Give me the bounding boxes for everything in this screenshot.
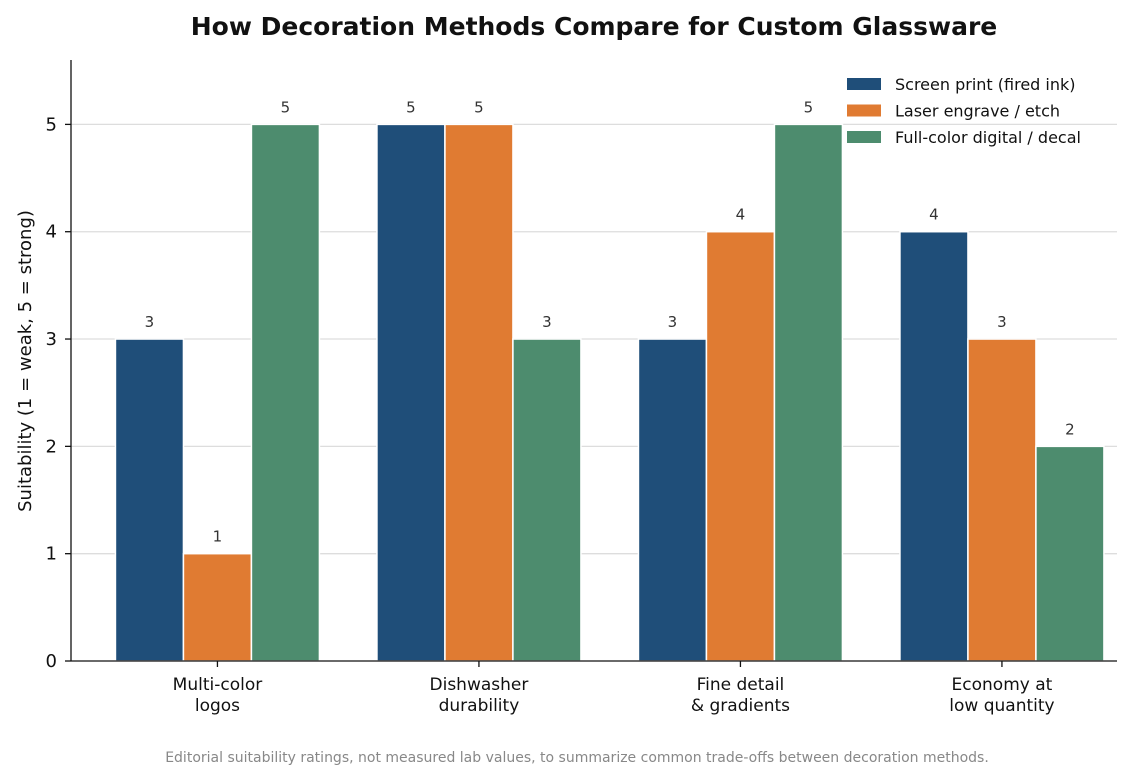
y-tick-label: 2 — [46, 436, 57, 457]
x-tick-label: Economy at low quantity — [949, 675, 1054, 716]
footnote: Editorial suitability ratings, not measu… — [165, 750, 989, 766]
bar — [512, 338, 582, 662]
data-label: 5 — [281, 98, 291, 116]
legend-label: Laser engrave / etch — [895, 102, 1060, 121]
y-tick-label: 0 — [46, 651, 57, 672]
data-label: 5 — [474, 98, 484, 116]
bar — [376, 123, 446, 662]
y-axis-label: Suitability (1 = weak, 5 = strong) — [15, 210, 36, 512]
y-axis-ticks: 0 1 2 3 4 5 — [46, 114, 71, 672]
legend-swatch — [847, 104, 881, 117]
bars — [114, 123, 1105, 662]
data-label: 3 — [668, 313, 678, 331]
y-tick-label: 5 — [46, 114, 57, 135]
y-tick-label: 1 — [46, 544, 57, 565]
data-label: 1 — [213, 528, 223, 546]
data-label: 5 — [406, 98, 416, 116]
x-tick-label: Multi-color logos — [173, 675, 263, 716]
bar — [250, 123, 321, 662]
y-tick-label: 4 — [46, 222, 57, 243]
chart-title: How Decoration Methods Compare for Custo… — [191, 12, 998, 41]
data-label: 2 — [1065, 420, 1075, 438]
bar — [899, 230, 969, 662]
bar — [773, 123, 844, 662]
x-tick-label: Fine detail & gradients — [691, 675, 790, 716]
x-axis-ticks: Multi-color logos Dishwasher durability Fine… — [173, 661, 1055, 716]
data-label: 4 — [736, 206, 746, 224]
bar — [967, 338, 1037, 662]
data-label: 3 — [542, 313, 552, 331]
legend-swatch — [847, 131, 881, 143]
legend: Screen print (fired ink) Laser engrave / … — [847, 75, 1081, 147]
data-label: 3 — [997, 313, 1007, 331]
legend-label: Full-color digital / decal — [895, 128, 1081, 147]
data-labels: 3 1 5 5 5 3 3 4 5 4 3 2 — [145, 98, 1075, 545]
legend-swatch — [847, 78, 881, 90]
x-tick-label: Dishwasher durability — [430, 675, 529, 716]
legend-label: Screen print (fired ink) — [895, 75, 1076, 94]
bar — [1035, 445, 1105, 662]
bar — [182, 552, 253, 662]
bar — [637, 338, 708, 662]
bar — [114, 338, 185, 662]
bar — [705, 230, 776, 662]
data-label: 3 — [145, 313, 155, 331]
data-label: 5 — [804, 98, 814, 116]
data-label: 4 — [929, 206, 939, 224]
y-tick-label: 3 — [46, 329, 57, 350]
axes — [70, 60, 1117, 662]
bar — [444, 123, 514, 662]
